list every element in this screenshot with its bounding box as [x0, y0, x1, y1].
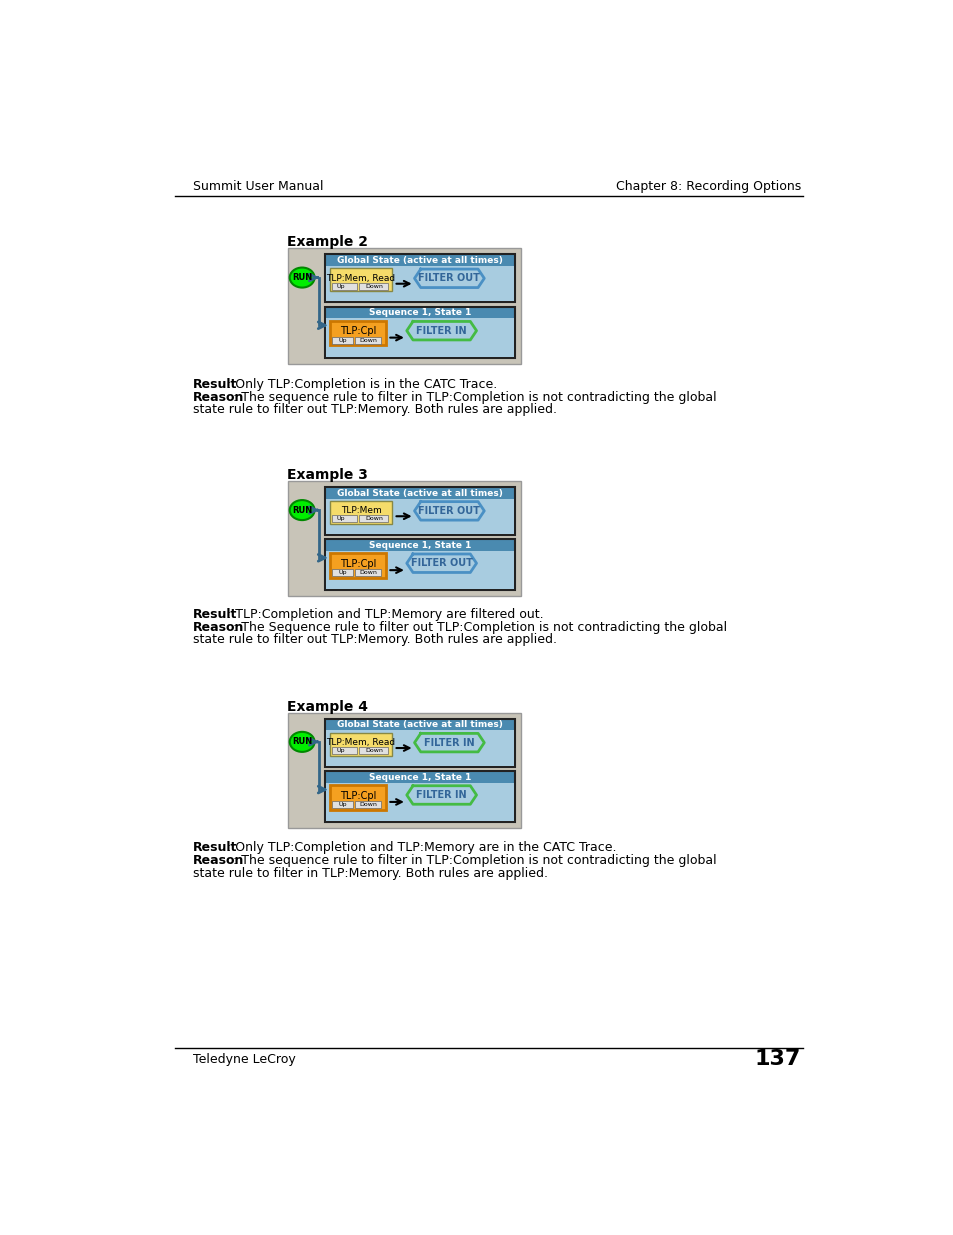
- Text: Up: Up: [336, 748, 345, 753]
- Text: Down: Down: [365, 748, 383, 753]
- Polygon shape: [415, 501, 484, 520]
- FancyBboxPatch shape: [325, 771, 515, 823]
- Text: Down: Down: [359, 571, 377, 576]
- Text: TLP:Mem, Read: TLP:Mem, Read: [326, 274, 395, 283]
- FancyBboxPatch shape: [355, 337, 381, 343]
- Text: Result: Result: [193, 608, 237, 621]
- Text: state rule to filter out TLP:Memory. Both rules are applied.: state rule to filter out TLP:Memory. Bot…: [193, 403, 557, 416]
- Text: Up: Up: [336, 284, 345, 289]
- FancyBboxPatch shape: [325, 254, 515, 303]
- Text: FILTER IN: FILTER IN: [424, 737, 475, 747]
- FancyBboxPatch shape: [325, 487, 515, 535]
- Text: Global State (active at all times): Global State (active at all times): [337, 489, 503, 498]
- Ellipse shape: [290, 732, 314, 752]
- FancyBboxPatch shape: [288, 713, 520, 829]
- Text: RUN: RUN: [292, 273, 312, 282]
- Polygon shape: [415, 734, 484, 752]
- Text: Down: Down: [359, 802, 377, 808]
- Text: Up: Up: [336, 516, 345, 521]
- Text: FILTER OUT: FILTER OUT: [418, 273, 479, 283]
- FancyBboxPatch shape: [355, 802, 381, 808]
- Text: Global State (active at all times): Global State (active at all times): [337, 720, 503, 730]
- Text: Reason: Reason: [193, 621, 244, 634]
- Text: TLP:Cpl: TLP:Cpl: [339, 559, 375, 569]
- Text: Down: Down: [365, 516, 383, 521]
- FancyBboxPatch shape: [325, 540, 515, 590]
- FancyBboxPatch shape: [326, 551, 514, 589]
- FancyBboxPatch shape: [330, 785, 385, 810]
- FancyBboxPatch shape: [288, 248, 520, 364]
- Text: Up: Up: [338, 802, 346, 808]
- Polygon shape: [406, 321, 476, 340]
- Ellipse shape: [290, 500, 314, 520]
- Text: Summit User Manual: Summit User Manual: [193, 180, 323, 193]
- Ellipse shape: [290, 268, 314, 288]
- Text: FILTER OUT: FILTER OUT: [411, 558, 472, 568]
- Text: FILTER OUT: FILTER OUT: [418, 506, 479, 516]
- Text: TLP:Mem, Read: TLP:Mem, Read: [326, 739, 395, 747]
- Text: Teledyne LeCroy: Teledyne LeCroy: [193, 1052, 295, 1066]
- FancyBboxPatch shape: [332, 283, 356, 290]
- FancyBboxPatch shape: [332, 747, 356, 755]
- FancyBboxPatch shape: [326, 319, 514, 357]
- Text: Example 4: Example 4: [286, 699, 367, 714]
- Text: RUN: RUN: [292, 737, 312, 746]
- Text: Result: Result: [193, 841, 237, 855]
- FancyBboxPatch shape: [330, 553, 385, 578]
- Text: Down: Down: [359, 338, 377, 343]
- Text: Sequence 1, State 1: Sequence 1, State 1: [369, 773, 471, 782]
- FancyBboxPatch shape: [332, 337, 353, 343]
- Text: : TLP:Completion and TLP:Memory are filtered out.: : TLP:Completion and TLP:Memory are filt…: [227, 608, 543, 621]
- FancyBboxPatch shape: [326, 266, 514, 301]
- FancyBboxPatch shape: [326, 783, 514, 821]
- Text: TLP:Cpl: TLP:Cpl: [339, 326, 375, 336]
- Polygon shape: [415, 269, 484, 288]
- Text: : Only TLP:Completion is in the CATC Trace.: : Only TLP:Completion is in the CATC Tra…: [227, 378, 497, 390]
- Text: : Only TLP:Completion and TLP:Memory are in the CATC Trace.: : Only TLP:Completion and TLP:Memory are…: [227, 841, 616, 855]
- Text: Global State (active at all times): Global State (active at all times): [337, 256, 503, 266]
- Text: state rule to filter out TLP:Memory. Both rules are applied.: state rule to filter out TLP:Memory. Bot…: [193, 634, 557, 646]
- FancyBboxPatch shape: [358, 747, 388, 755]
- FancyBboxPatch shape: [330, 268, 392, 291]
- FancyBboxPatch shape: [330, 732, 392, 756]
- Text: Reason: Reason: [193, 855, 244, 867]
- Text: Down: Down: [365, 284, 383, 289]
- Text: Example 3: Example 3: [286, 468, 367, 482]
- FancyBboxPatch shape: [358, 283, 388, 290]
- Text: Result: Result: [193, 378, 237, 390]
- FancyBboxPatch shape: [330, 321, 385, 346]
- FancyBboxPatch shape: [358, 515, 388, 522]
- Text: Up: Up: [338, 571, 346, 576]
- Text: TLP:Cpl: TLP:Cpl: [339, 790, 375, 800]
- FancyBboxPatch shape: [325, 719, 515, 767]
- Text: FILTER IN: FILTER IN: [416, 326, 466, 336]
- Text: RUN: RUN: [292, 505, 312, 515]
- Text: : The sequence rule to filter in TLP:Completion is not contradicting the global: : The sequence rule to filter in TLP:Com…: [233, 390, 716, 404]
- Text: TLP:Mem: TLP:Mem: [340, 506, 381, 515]
- FancyBboxPatch shape: [355, 569, 381, 577]
- Text: Up: Up: [338, 338, 346, 343]
- Text: Sequence 1, State 1: Sequence 1, State 1: [369, 541, 471, 550]
- FancyBboxPatch shape: [326, 499, 514, 534]
- Text: Example 2: Example 2: [286, 235, 367, 249]
- Text: : The sequence rule to filter in TLP:Completion is not contradicting the global: : The sequence rule to filter in TLP:Com…: [233, 855, 716, 867]
- FancyBboxPatch shape: [325, 306, 515, 358]
- Polygon shape: [406, 555, 476, 573]
- Text: FILTER IN: FILTER IN: [416, 790, 466, 800]
- Text: Chapter 8: Recording Options: Chapter 8: Recording Options: [616, 180, 801, 193]
- Text: 137: 137: [754, 1049, 801, 1070]
- Text: Sequence 1, State 1: Sequence 1, State 1: [369, 309, 471, 317]
- FancyBboxPatch shape: [332, 515, 356, 522]
- FancyBboxPatch shape: [332, 569, 353, 577]
- Polygon shape: [406, 785, 476, 804]
- FancyBboxPatch shape: [288, 480, 520, 597]
- Text: : The Sequence rule to filter out TLP:Completion is not contradicting the global: : The Sequence rule to filter out TLP:Co…: [233, 621, 726, 634]
- Text: Reason: Reason: [193, 390, 244, 404]
- FancyBboxPatch shape: [330, 501, 392, 524]
- FancyBboxPatch shape: [326, 730, 514, 766]
- Text: state rule to filter in TLP:Memory. Both rules are applied.: state rule to filter in TLP:Memory. Both…: [193, 867, 547, 879]
- FancyBboxPatch shape: [332, 802, 353, 808]
